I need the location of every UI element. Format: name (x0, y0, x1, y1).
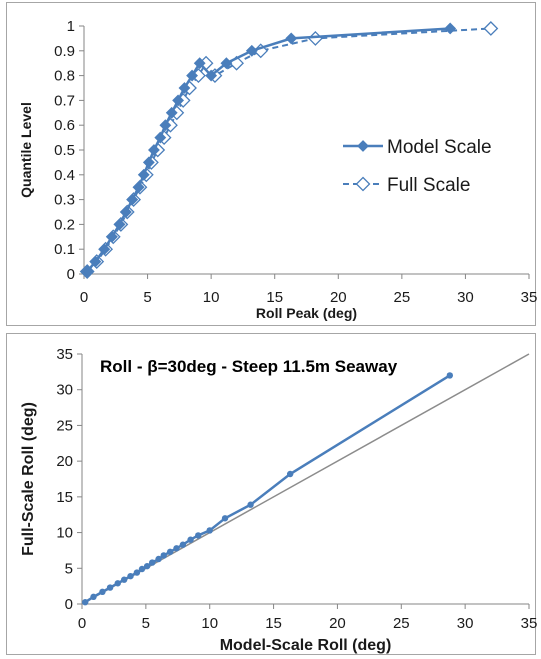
data-point (149, 559, 156, 566)
data-point-model-scale (89, 255, 102, 268)
y-tick-label: 30 (56, 382, 73, 399)
data-point (99, 588, 106, 596)
data-point (179, 541, 187, 548)
data-point-model-scale (98, 243, 111, 256)
quantile-chart-panel: 0 0.1 0.2 0.3 0.4 0.5 0.6 0.7 0.8 0.9 1 0 5 10 15 20 25 3… (6, 2, 538, 326)
x-tick-label: 10 (203, 289, 220, 306)
data-point-model-scale (193, 57, 206, 70)
data-point-model-scale (154, 131, 167, 144)
x-tick-label: 35 (521, 615, 538, 632)
x-tick-label: 0 (78, 615, 86, 632)
scatter-chart-panel: 0 5 10 15 20 25 30 35 0 5 10 15 20 25 30 35 Model-Scale … (6, 333, 538, 655)
data-point-model-scale (186, 69, 198, 82)
data-point (133, 569, 141, 576)
data-point-model-scale (126, 193, 139, 206)
y-tick-label: 15 (56, 489, 73, 506)
data-point-model-scale (148, 144, 160, 156)
y-tick-label: 0.6 (54, 117, 75, 134)
data-point-model-scale (81, 265, 94, 278)
data-point (81, 599, 89, 606)
data-point-model-scale (106, 230, 118, 243)
y-tick-label: 0.9 (54, 43, 75, 60)
y-tick-label: 0 (67, 266, 75, 283)
data-point (106, 584, 114, 591)
data-point-model-scale (178, 82, 191, 94)
chart-title: Roll - β=30deg - Steep 11.5m Seaway (100, 357, 398, 376)
data-point-model-scale (132, 181, 145, 194)
y-tick-label: 5 (65, 560, 73, 577)
x-tick-label: 30 (457, 289, 474, 306)
y-tick-label: 0.3 (54, 192, 75, 209)
data-point-model-scale (205, 69, 218, 82)
data-point (187, 536, 194, 543)
data-point-model-scale (165, 106, 178, 119)
data-point (221, 515, 229, 522)
data-point (127, 572, 134, 580)
data-point (286, 470, 294, 478)
legend-marker-full-scale (355, 176, 371, 192)
y-axis-title: Full-Scale Roll (deg) (20, 402, 37, 556)
x-tick-label: 25 (394, 289, 411, 306)
y-axis-title: Quantile Level (18, 102, 34, 198)
y-tick-label: 0.2 (54, 216, 75, 233)
data-point-model-scale (245, 44, 258, 57)
x-tick-label: 30 (457, 615, 474, 632)
x-tick-label: 5 (143, 289, 151, 306)
data-point-model-scale (285, 32, 298, 45)
legend-label-full-scale: Full Scale (387, 175, 470, 196)
quantile-chart: 00.10.20.30.40.50.60.70.80.910 5 10 15 20 25 3… (18, 18, 538, 321)
data-point-model-scale (159, 119, 172, 132)
y-tick-label: 35 (56, 346, 73, 363)
y-tick-label: 0 (65, 596, 73, 613)
x-axis-title: Roll Peak (deg) (256, 305, 357, 321)
x-axis-title: Model-Scale Roll (deg) (220, 637, 392, 654)
legend-label-model-scale: Model Scale (387, 137, 492, 158)
x-tick-label: 35 (521, 289, 538, 306)
data-point-model-scale (120, 206, 132, 218)
y-tick-label: 0.5 (54, 142, 75, 159)
data-point-model-scale (172, 94, 185, 107)
data-point (195, 532, 202, 539)
data-point-full-scale (483, 21, 499, 36)
data-point (173, 545, 180, 552)
x-tick-label: 5 (142, 615, 150, 632)
data-point-model-scale (142, 156, 155, 169)
data-point-model-scale (137, 168, 150, 181)
data-point-model-scale (444, 22, 457, 35)
y-tick-label: 25 (56, 417, 73, 434)
data-point (143, 562, 151, 570)
y-tick-label: 0.7 (54, 92, 75, 109)
data-point (160, 552, 167, 559)
data-point (120, 576, 128, 583)
data-point (206, 527, 213, 534)
x-tick-label: 0 (80, 289, 88, 306)
x-tick-label: 10 (201, 615, 218, 632)
scatter-chart: 0 5 10 15 20 25 30 35 0 5 10 15 20 25 30 35 Model-Scale … (20, 346, 538, 654)
data-point-model-scale (113, 218, 126, 231)
data-point (155, 555, 162, 563)
y-tick-label: 0.1 (54, 241, 75, 258)
y-tick-label: 1 (67, 18, 75, 35)
x-tick-label: 25 (393, 615, 410, 632)
data-point (446, 372, 454, 379)
legend-marker-model-scale (357, 140, 369, 152)
data-point (90, 593, 97, 601)
x-tick-label: 20 (330, 289, 347, 306)
x-tick-label: 15 (266, 289, 283, 306)
x-tick-label: 20 (329, 615, 346, 632)
x-tick-label: 15 (265, 615, 282, 632)
y-tick-label: 0.8 (54, 68, 75, 85)
y-tick-label: 20 (56, 453, 73, 470)
data-point (247, 501, 254, 508)
data-point (166, 548, 174, 556)
reference-line (81, 353, 530, 605)
data-point (138, 565, 146, 573)
data-point-model-scale (220, 57, 233, 70)
data-point (114, 580, 121, 587)
y-tick-label: 10 (56, 525, 73, 542)
y-tick-label: 0.4 (54, 167, 75, 184)
